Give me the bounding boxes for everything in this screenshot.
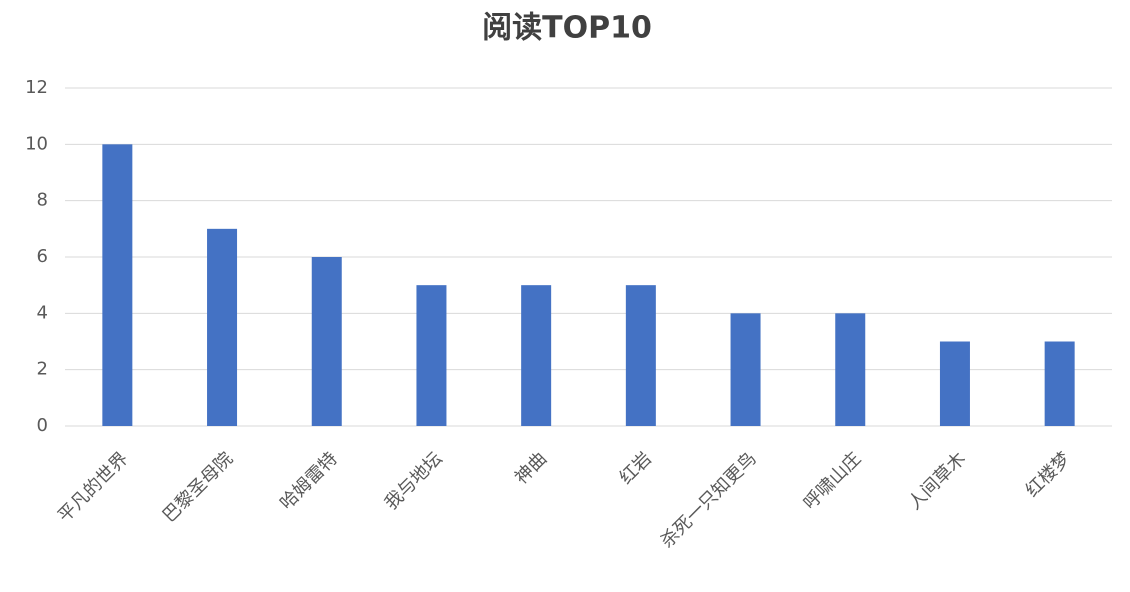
bar <box>1044 341 1075 426</box>
bar <box>102 144 133 427</box>
bar <box>730 313 761 426</box>
bar <box>835 313 866 426</box>
y-tick-label: 10 <box>25 133 48 154</box>
x-tick-label: 杀死一只知更鸟 <box>657 448 761 552</box>
x-tick-label: 神曲 <box>511 448 551 488</box>
bar <box>625 285 656 426</box>
y-tick-label: 8 <box>37 190 48 211</box>
x-tick-label: 人间草木 <box>904 448 970 514</box>
y-tick-label: 2 <box>37 359 48 380</box>
y-tick-label: 6 <box>37 246 48 267</box>
x-tick-label: 红岩 <box>616 448 656 488</box>
x-tick-label: 巴黎圣母院 <box>159 448 237 526</box>
y-tick-label: 4 <box>37 302 48 323</box>
x-tick-label: 红楼梦 <box>1022 448 1075 501</box>
bar <box>521 285 552 426</box>
y-tick-label: 0 <box>37 415 48 436</box>
y-tick-label: 12 <box>25 77 48 98</box>
x-tick-label: 我与地坛 <box>381 448 447 514</box>
bar <box>311 257 342 426</box>
x-tick-label: 平凡的世界 <box>54 448 132 526</box>
x-tick-label: 哈姆雷特 <box>276 448 342 514</box>
chart-title: 阅读TOP10 <box>482 11 652 46</box>
bar <box>207 228 238 426</box>
x-tick-label: 呼啸山庄 <box>800 448 866 514</box>
bar <box>939 341 970 426</box>
bar <box>416 285 447 426</box>
